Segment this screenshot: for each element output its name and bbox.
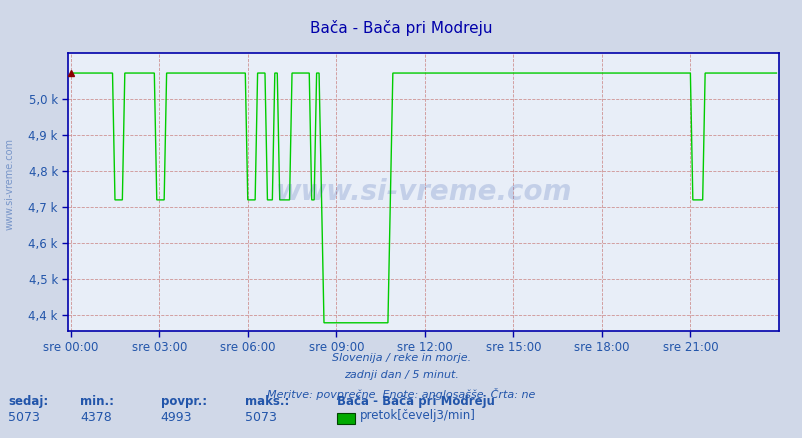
Text: min.:: min.:	[80, 395, 114, 408]
Text: zadnji dan / 5 minut.: zadnji dan / 5 minut.	[343, 370, 459, 380]
Text: Bača - Bača pri Modreju: Bača - Bača pri Modreju	[337, 395, 495, 408]
Text: pretok[čevelj3/min]: pretok[čevelj3/min]	[359, 409, 475, 422]
Text: 5073: 5073	[8, 411, 40, 424]
Text: www.si-vreme.com: www.si-vreme.com	[5, 138, 14, 230]
Text: povpr.:: povpr.:	[160, 395, 206, 408]
Text: maks.:: maks.:	[245, 395, 289, 408]
Text: Bača - Bača pri Modreju: Bača - Bača pri Modreju	[310, 20, 492, 36]
Text: sedaj:: sedaj:	[8, 395, 48, 408]
Text: Slovenija / reke in morje.: Slovenija / reke in morje.	[331, 353, 471, 363]
Text: www.si-vreme.com: www.si-vreme.com	[275, 178, 571, 205]
Text: Meritve: povprečne  Enote: anglosašše  Črta: ne: Meritve: povprečne Enote: anglosašše Črt…	[267, 388, 535, 399]
Text: 4378: 4378	[80, 411, 112, 424]
Text: 5073: 5073	[245, 411, 277, 424]
Text: 4993: 4993	[160, 411, 192, 424]
